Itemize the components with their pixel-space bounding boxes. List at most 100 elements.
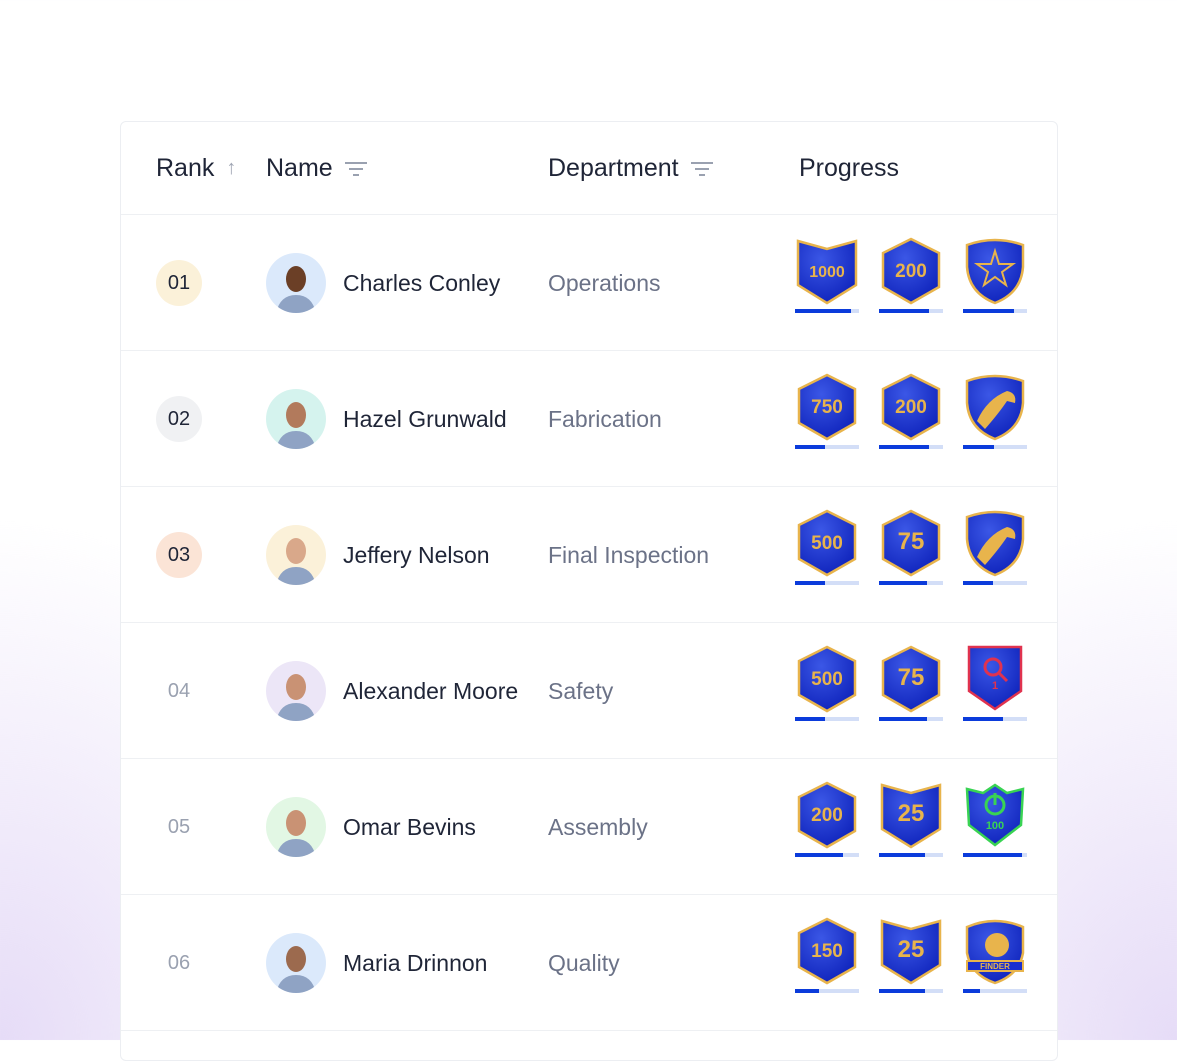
badge-icon: [965, 510, 1025, 577]
name-column-header[interactable]: Name: [266, 154, 367, 183]
badge-icon: 25: [880, 783, 942, 849]
rank-badge: 04: [167, 679, 191, 702]
badge-label: FINDER: [980, 962, 1010, 971]
table-row[interactable]: 06 Maria Drinnon Quality 150 25 FINDER: [121, 895, 1057, 1031]
department-header-label: Department: [548, 154, 679, 182]
table-row[interactable]: 04 Alexander Moore Safety 500 75 1: [121, 623, 1057, 759]
badge-progress-bar: [879, 989, 943, 993]
progress-header-label: Progress: [799, 154, 900, 182]
badge-icon: 200: [881, 237, 941, 305]
badge-progress-bar: [963, 445, 1027, 449]
achievement-badge[interactable]: 25: [879, 917, 943, 993]
badge-progress-bar: [963, 853, 1027, 857]
name-header-label: Name: [266, 154, 333, 182]
eagle-icon: [977, 391, 1016, 429]
sort-ascending-icon[interactable]: ↑: [226, 157, 237, 179]
badge-progress-bar: [795, 717, 859, 721]
table-row[interactable]: 02 Hazel Grunwald Fabrication 750 200: [121, 351, 1057, 487]
achievement-badge[interactable]: [963, 237, 1027, 313]
achievement-badge[interactable]: 150: [795, 917, 859, 993]
badge-label: 750: [811, 397, 843, 418]
badge-label: 75: [898, 664, 925, 691]
achievement-badge[interactable]: 25: [879, 781, 943, 857]
employee-name: Maria Drinnon: [343, 950, 488, 976]
filter-icon[interactable]: [690, 161, 713, 176]
rank-badge: 06: [167, 951, 191, 974]
badge-label: 100: [986, 820, 1004, 832]
badge-progress-bar: [963, 581, 1027, 585]
badge-shape: [881, 237, 941, 305]
achievement-badge[interactable]: 200: [879, 237, 943, 313]
department: Safety: [548, 678, 614, 704]
department: Assembly: [548, 814, 648, 840]
department: Fabrication: [548, 406, 662, 432]
department-column-header[interactable]: Department: [548, 154, 713, 183]
table-row[interactable]: 05 Omar Bevins Assembly 200 25 100: [121, 759, 1057, 895]
achievement-badge[interactable]: 1: [963, 645, 1027, 721]
progress-badges: 1000 200: [795, 237, 1027, 313]
achievement-badge[interactable]: 750: [795, 373, 859, 449]
avatar: [266, 661, 326, 721]
badge-shape: [796, 239, 858, 305]
detective-icon: [985, 933, 1009, 957]
badge-shape: [881, 645, 941, 713]
filter-icon[interactable]: [344, 161, 367, 176]
badge-shape: [881, 509, 941, 577]
achievement-badge[interactable]: 500: [795, 509, 859, 585]
achievement-badge[interactable]: 500: [795, 645, 859, 721]
badge-label: 200: [895, 261, 927, 282]
avatar: [266, 389, 326, 449]
badge-label: 200: [895, 397, 927, 418]
badge-icon: 200: [881, 373, 941, 441]
achievement-badge[interactable]: 200: [795, 781, 859, 857]
table-row[interactable]: 03 Jeffery Nelson Final Inspection 500 75: [121, 487, 1057, 623]
rank-badge: 02: [156, 396, 202, 442]
progress-badges: 750 200: [795, 373, 1027, 449]
badge-progress-bar: [879, 853, 943, 857]
badge-icon: 25: [880, 919, 942, 985]
rank-badge: 01: [156, 260, 202, 306]
badge-label: 25: [898, 800, 925, 827]
progress-column-header: Progress: [799, 154, 899, 183]
badge-shape: [797, 781, 857, 849]
badge-shape: [797, 645, 857, 713]
badge-shape: [881, 373, 941, 441]
progress-badges: 150 25 FINDER: [795, 917, 1027, 993]
department: Operations: [548, 270, 661, 296]
table-row[interactable]: 01 Charles Conley Operations 1000 200: [121, 215, 1057, 351]
badge-label: 75: [898, 528, 925, 555]
achievement-badge[interactable]: 75: [879, 509, 943, 585]
badge-progress-bar: [879, 581, 943, 585]
rank-header-label: Rank: [156, 154, 215, 182]
department: Final Inspection: [548, 542, 710, 568]
employee-name: Omar Bevins: [343, 814, 476, 840]
badge-icon: 1: [967, 645, 1023, 711]
badge-shape: [967, 645, 1023, 711]
badge-icon: [965, 374, 1025, 441]
achievement-badge[interactable]: FINDER: [963, 917, 1027, 993]
badge-progress-bar: [963, 309, 1027, 313]
badge-shape: [880, 919, 942, 985]
achievement-badge[interactable]: 100: [963, 781, 1027, 857]
progress-badges: 500 75: [795, 509, 1027, 585]
achievement-badge[interactable]: [963, 509, 1027, 585]
badge-shape: [797, 509, 857, 577]
rank-column-header[interactable]: Rank ↑: [156, 154, 236, 183]
avatar: [266, 933, 326, 993]
search-icon: [983, 657, 1003, 677]
avatar: [266, 525, 326, 585]
employee-name: Charles Conley: [343, 270, 501, 296]
employee-name: Hazel Grunwald: [343, 406, 507, 432]
badge-icon: 1000: [796, 239, 858, 305]
achievement-badge[interactable]: 75: [879, 645, 943, 721]
star-icon: [973, 247, 1017, 288]
badge-icon: 200: [797, 781, 857, 849]
achievement-badge[interactable]: 200: [879, 373, 943, 449]
achievement-badge[interactable]: 1000: [795, 237, 859, 313]
rank-badge: 03: [156, 532, 202, 578]
badge-label: 500: [811, 533, 843, 554]
badge-label: 500: [811, 669, 843, 690]
avatar: [266, 797, 326, 857]
achievement-badge[interactable]: [963, 373, 1027, 449]
badge-icon: 500: [797, 645, 857, 713]
